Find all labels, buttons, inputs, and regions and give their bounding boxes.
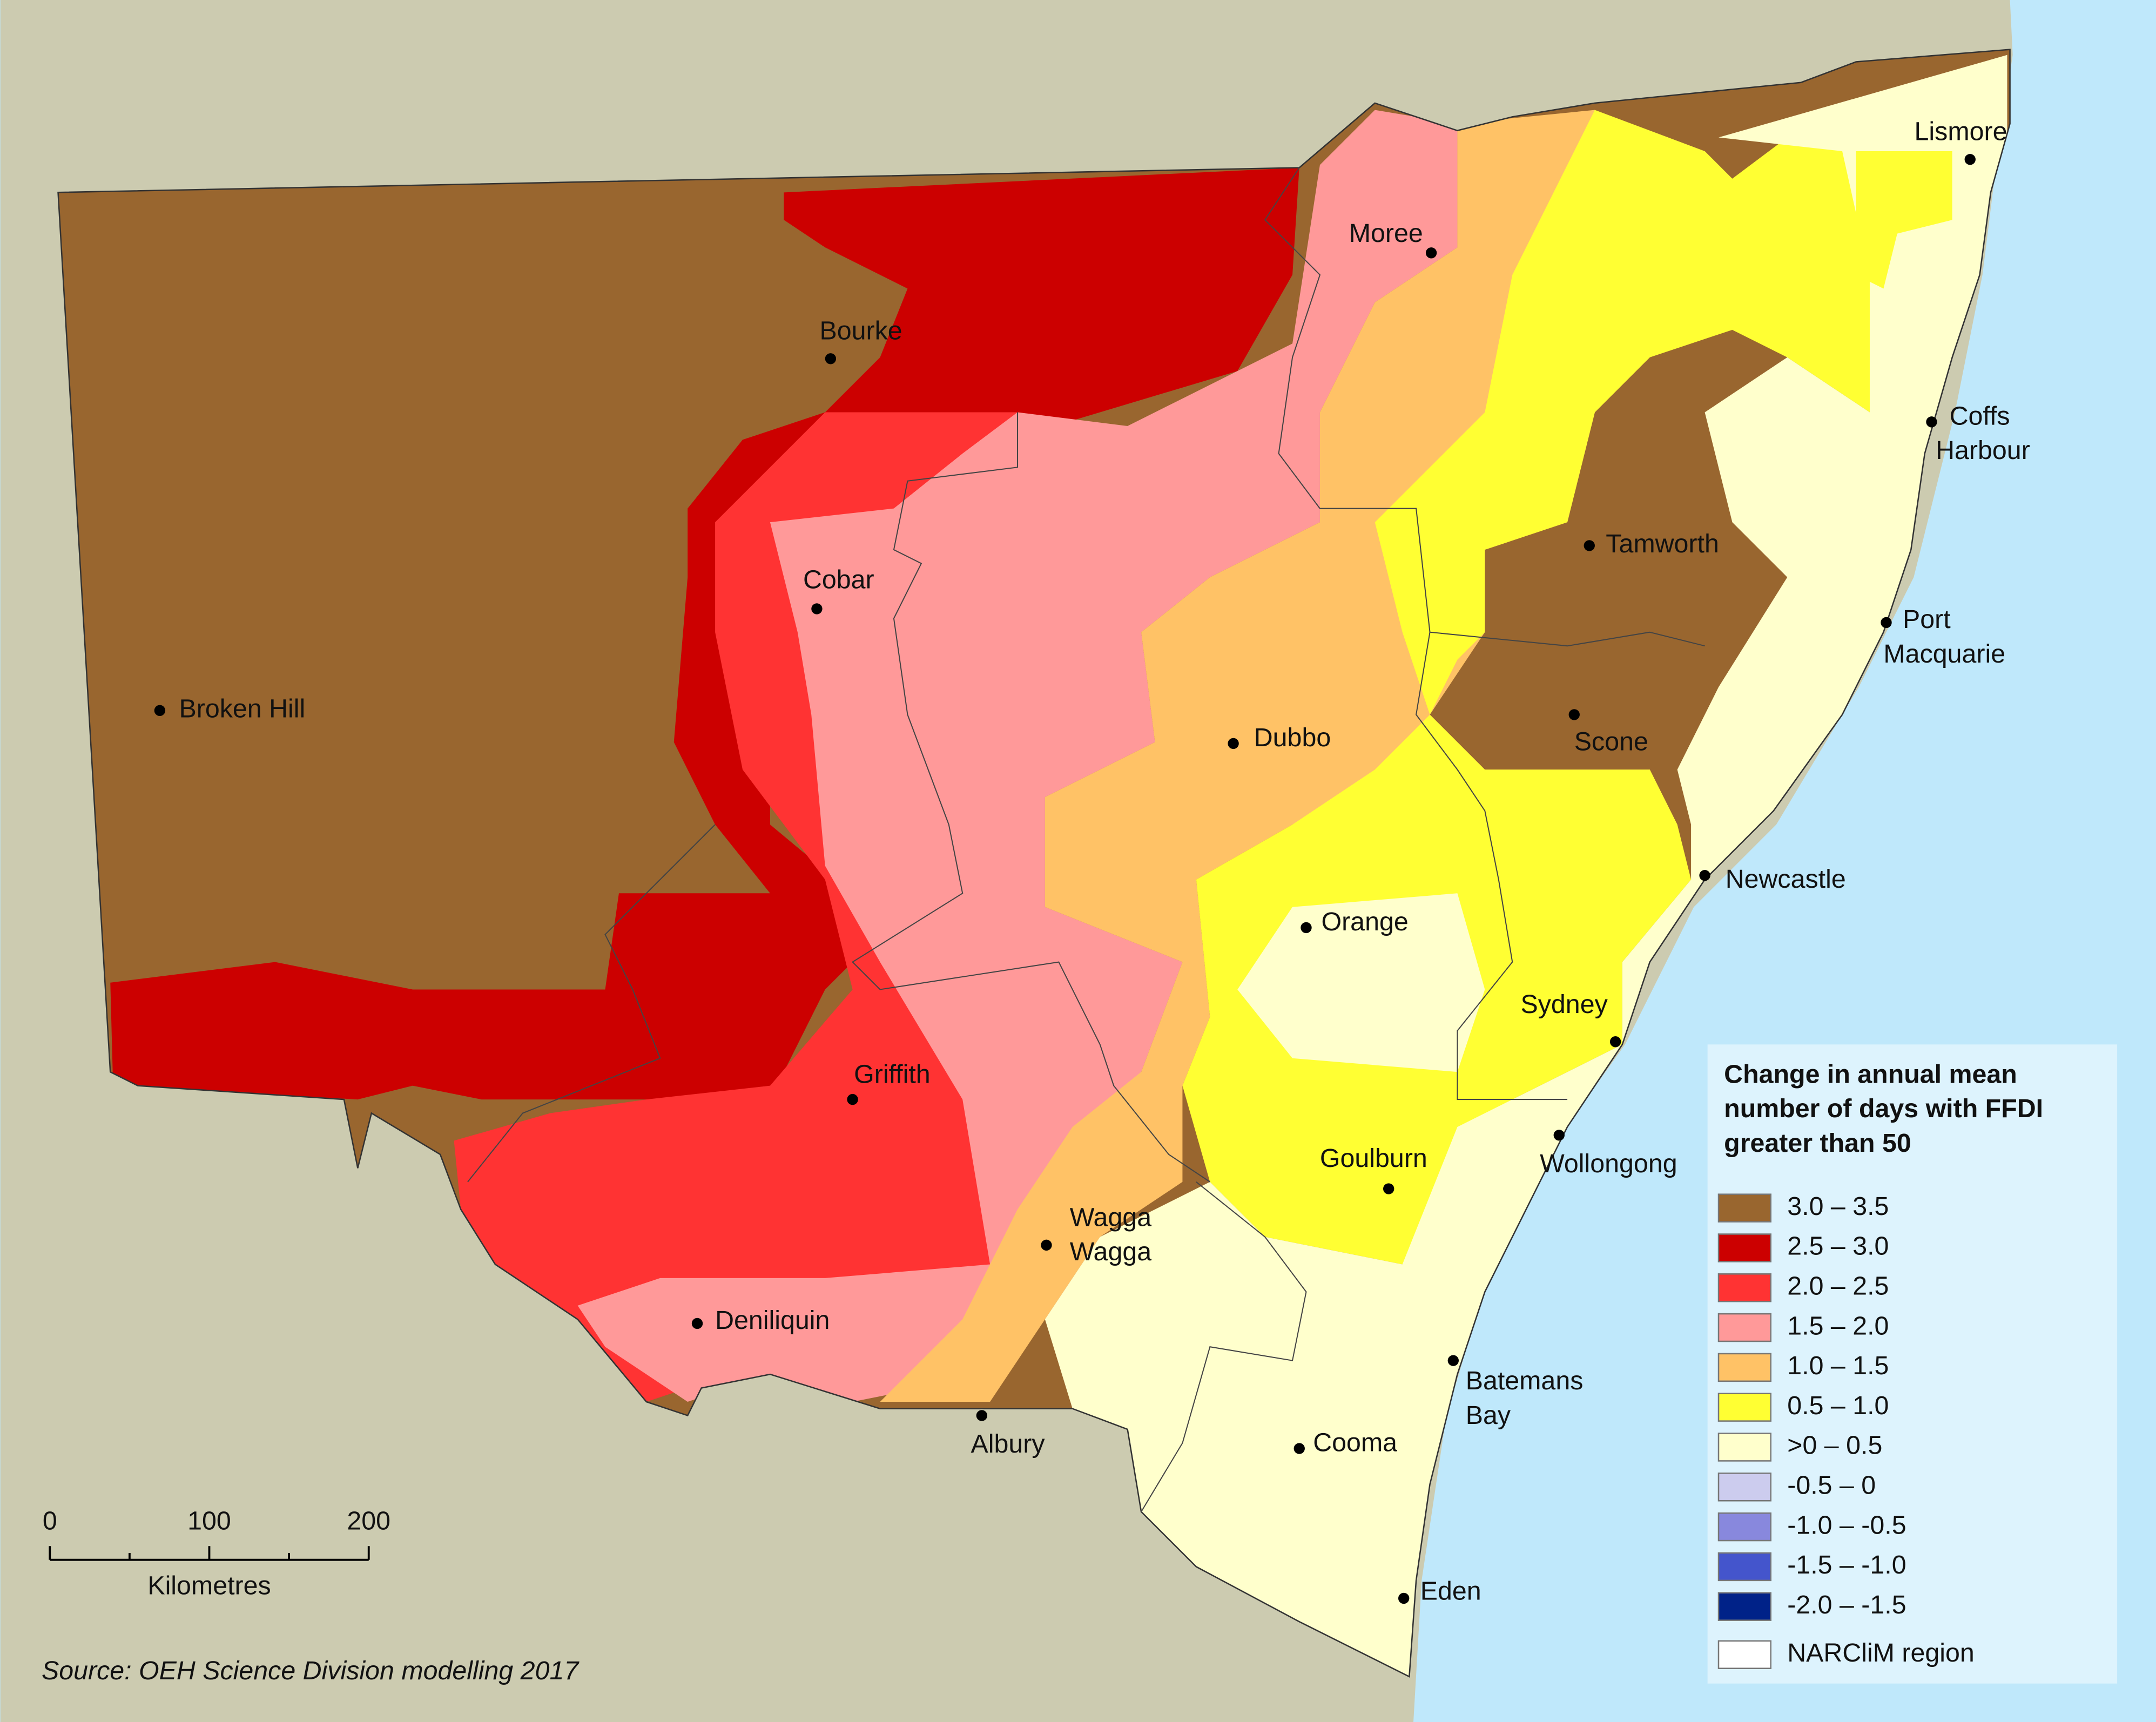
- place-dot: [1926, 416, 1937, 428]
- legend-swatch: [1717, 1473, 1771, 1502]
- place-dot: [976, 1410, 988, 1421]
- place-label: Port: [1903, 605, 1951, 634]
- zone: [1856, 151, 1952, 289]
- zone: [1045, 55, 2007, 1677]
- zone: [1237, 893, 1485, 1072]
- place-label: Scone: [1574, 727, 1648, 757]
- legend-label: 2.5 – 3.0: [1787, 1232, 1889, 1261]
- legend-swatch: [1717, 1393, 1771, 1422]
- legend-swatch: [1717, 1233, 1771, 1262]
- scale-bar: 0 100 200 Kilometres: [43, 1507, 390, 1601]
- place-dot: [1041, 1239, 1052, 1251]
- legend-label: 2.0 – 2.5: [1787, 1272, 1889, 1301]
- place-label: Lismore: [1915, 117, 2007, 146]
- place-label: Harbour: [1936, 436, 2030, 465]
- place-label: Cobar: [803, 565, 874, 594]
- legend: Change in annual mean number of days with…: [1707, 1044, 2118, 1684]
- legend-label: >0 – 0.5: [1787, 1431, 1882, 1460]
- place-dot: [1553, 1130, 1565, 1141]
- legend-label: -1.5 – -1.0: [1787, 1550, 1906, 1579]
- place-label: Dubbo: [1254, 723, 1331, 752]
- scale-unit: Kilometres: [147, 1571, 271, 1600]
- legend-swatch: [1717, 1433, 1771, 1462]
- place-label: Macquarie: [1883, 639, 2005, 668]
- place-dot: [847, 1093, 858, 1105]
- legend-swatch: [1717, 1313, 1771, 1342]
- place-dot: [1964, 154, 1976, 165]
- legend-label: -1.0 – -0.5: [1787, 1510, 1906, 1539]
- place-label: Bourke: [820, 316, 902, 346]
- place-label: Broken Hill: [179, 694, 306, 724]
- place-dot: [691, 1318, 703, 1329]
- place-label: Batemans: [1466, 1366, 1584, 1395]
- places: Lismore Moree Bourke Coffs Harbour Tamworth Co…: [154, 117, 2030, 1606]
- place-label: Griffith: [854, 1060, 931, 1089]
- place-label: Orange: [1321, 907, 1408, 936]
- legend-swatch: [1717, 1353, 1771, 1382]
- nsw-border: [57, 49, 2011, 1678]
- place-label: Wollongong: [1540, 1149, 1677, 1178]
- legend-label: 0.5 – 1.0: [1787, 1391, 1889, 1420]
- scale-label: 200: [347, 1507, 390, 1536]
- place-label: Coffs: [1950, 401, 2010, 430]
- place-label: Wagga: [1070, 1237, 1151, 1266]
- region-boundaries: [467, 167, 1705, 1512]
- zones: [58, 49, 2010, 1677]
- place-dot: [1447, 1355, 1459, 1366]
- place-label: Deniliquin: [715, 1306, 830, 1335]
- place-dot: [1228, 738, 1239, 749]
- legend-label: 3.0 – 3.5: [1787, 1192, 1889, 1221]
- place-dot: [1425, 247, 1437, 259]
- place-dot: [1293, 1443, 1305, 1454]
- legend-label: NARCliM region: [1787, 1638, 1975, 1667]
- legend-label: 1.0 – 1.5: [1787, 1351, 1889, 1380]
- place-dot: [154, 705, 166, 716]
- legend-swatch: [1717, 1512, 1771, 1542]
- place-dot: [1301, 922, 1312, 934]
- legend-swatch: [1717, 1193, 1771, 1223]
- scale-label: 100: [187, 1507, 231, 1536]
- source: Source: OEH Science Division modelling 2…: [42, 1656, 580, 1685]
- scale-label: 0: [43, 1507, 57, 1536]
- place-label: Eden: [1420, 1577, 1481, 1606]
- legend-label: -2.0 – -1.5: [1787, 1590, 1906, 1619]
- legend-label: -0.5 – 0: [1787, 1471, 1876, 1500]
- place-label: Wagga: [1070, 1203, 1151, 1232]
- zone: [110, 167, 1299, 1100]
- place-dot: [825, 353, 837, 364]
- legend-swatch: [1717, 1640, 1771, 1670]
- place-label: Moree: [1349, 219, 1423, 248]
- place-label: Sydney: [1521, 990, 1608, 1019]
- place-label: Bay: [1466, 1401, 1511, 1430]
- place-label: Cooma: [1313, 1428, 1397, 1457]
- legend-title: Change in annual mean: [1724, 1060, 2017, 1089]
- place-dot: [1584, 540, 1595, 551]
- legend-box: [1707, 1044, 2118, 1684]
- place-dot: [1383, 1183, 1394, 1194]
- legend-swatch: [1717, 1592, 1771, 1621]
- place-dot: [1699, 870, 1710, 881]
- place-label: Goulburn: [1320, 1144, 1427, 1173]
- place-label: Tamworth: [1606, 529, 1719, 558]
- place-dot: [1881, 617, 1892, 629]
- legend-swatch: [1717, 1273, 1771, 1302]
- place-dot: [1398, 1592, 1410, 1604]
- place-label: Newcastle: [1726, 865, 1846, 894]
- legend-label: 1.5 – 2.0: [1787, 1311, 1889, 1340]
- legend-swatch: [1717, 1552, 1771, 1582]
- place-dot: [1609, 1036, 1621, 1048]
- place-label: Albury: [971, 1429, 1045, 1458]
- place-dot: [811, 603, 823, 614]
- legend-title: number of days with FFDI: [1724, 1094, 2043, 1123]
- place-dot: [1568, 709, 1580, 720]
- zone: [577, 110, 1458, 1402]
- legend-title: greater than 50: [1724, 1129, 1911, 1158]
